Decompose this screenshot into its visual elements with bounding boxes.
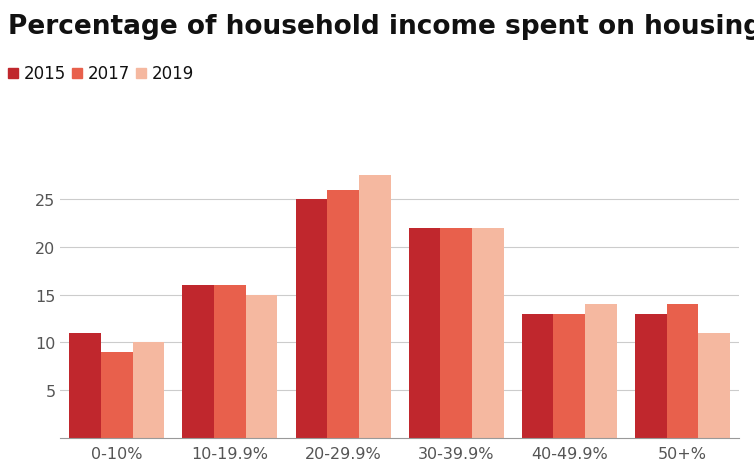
Bar [214,286,246,438]
Bar [472,228,504,438]
Bar [182,286,214,438]
Bar [440,228,472,438]
Text: 2019: 2019 [152,65,194,83]
Bar [585,305,617,438]
Bar [522,314,553,438]
Bar [553,314,585,438]
Bar [246,295,277,438]
Bar [327,190,359,438]
Text: 2017: 2017 [87,65,130,83]
Bar [101,352,133,438]
Bar [296,200,327,438]
Bar [698,333,730,438]
Bar [359,176,391,438]
Text: Percentage of household income spent on housing: Percentage of household income spent on … [8,14,754,40]
Bar [667,305,698,438]
Text: 2015: 2015 [23,65,66,83]
Bar [69,333,101,438]
Bar [409,228,440,438]
Bar [133,343,164,438]
Bar [635,314,667,438]
